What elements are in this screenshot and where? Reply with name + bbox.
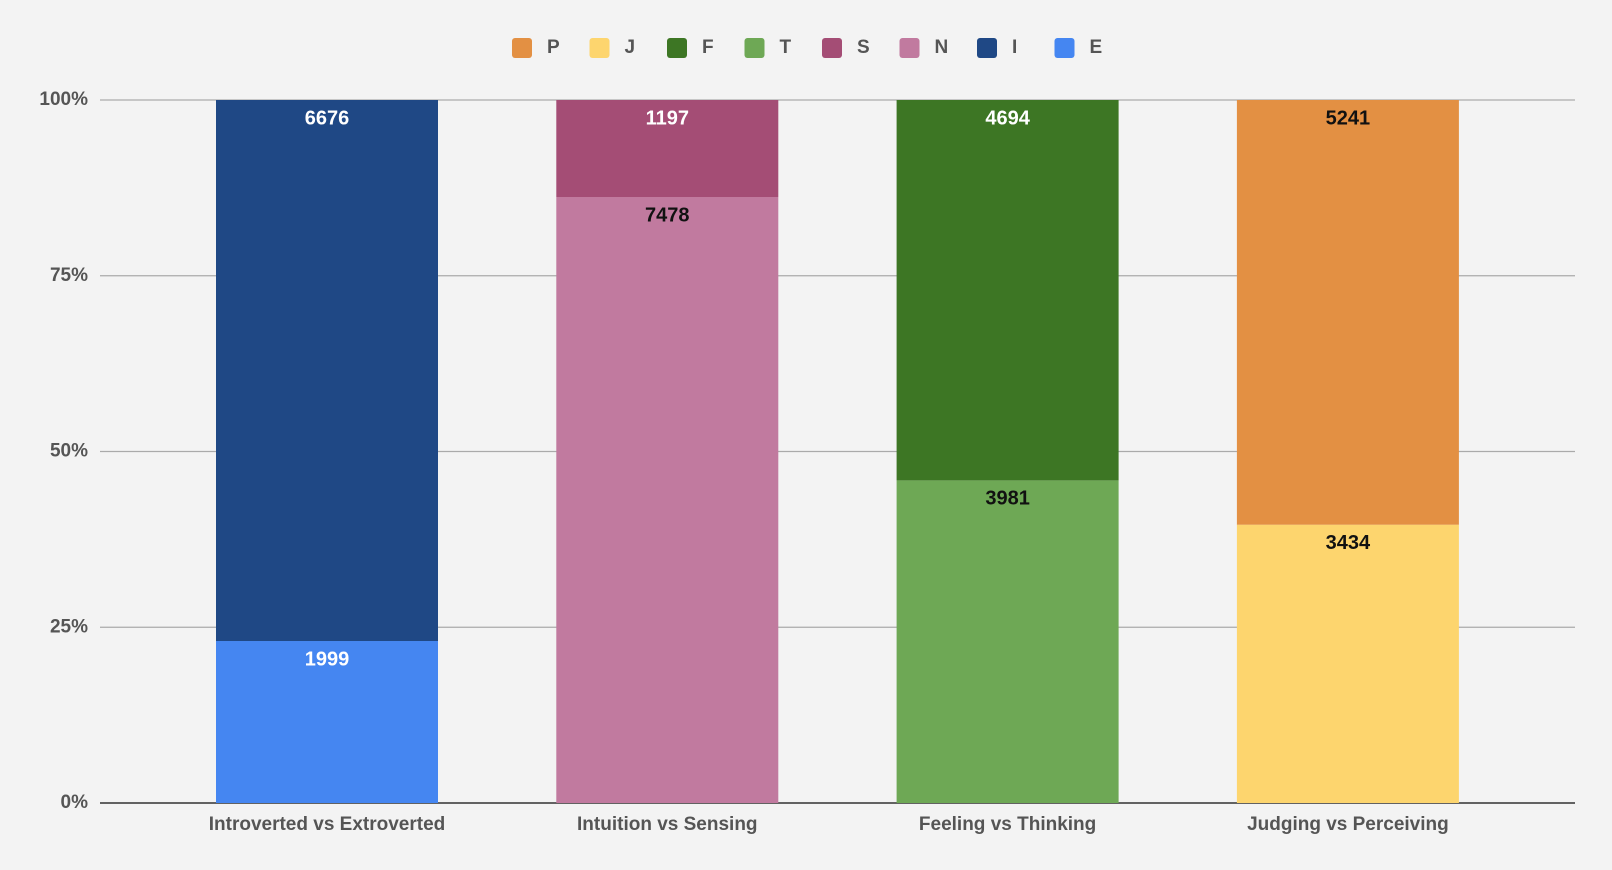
data-label: 5241	[1326, 107, 1371, 129]
legend-swatch	[1054, 38, 1075, 58]
y-tick-label: 100%	[39, 89, 88, 110]
legend-swatch	[589, 38, 610, 58]
data-label: 1197	[646, 107, 689, 129]
bar-segment	[896, 100, 1119, 481]
bar-segment	[1236, 100, 1459, 525]
legend-swatch	[744, 38, 765, 58]
x-tick-label: Judging vs Perceiving	[1247, 814, 1449, 835]
x-tick-label: Intuition vs Sensing	[577, 814, 758, 835]
legend-label: T	[780, 37, 792, 58]
bar-segment	[896, 480, 1119, 803]
y-tick-label: 75%	[50, 265, 88, 286]
data-label: 3434	[1326, 532, 1371, 554]
x-tick-label: Introverted vs Extroverted	[209, 814, 446, 835]
legend-swatch	[899, 38, 920, 58]
legend-label: N	[935, 37, 949, 58]
legend-swatch	[667, 38, 687, 58]
x-tick-label: Feeling vs Thinking	[919, 814, 1096, 835]
data-label: 3981	[985, 488, 1030, 510]
data-label: 6676	[305, 107, 350, 129]
legend-label: I	[1012, 37, 1017, 58]
legend-label: J	[625, 37, 636, 58]
data-label: 4694	[985, 107, 1030, 129]
data-label: 1999	[305, 648, 350, 670]
y-tick-label: 0%	[61, 792, 89, 813]
legend-swatch	[822, 38, 842, 58]
data-label: 7478	[645, 204, 690, 226]
y-tick-label: 50%	[50, 441, 88, 462]
legend-label: P	[547, 37, 560, 58]
bar-segment	[556, 100, 779, 198]
legend-swatch	[512, 38, 532, 58]
bar-segment	[216, 641, 438, 803]
legend-label: S	[857, 37, 870, 58]
bar-segment	[216, 100, 438, 642]
bar-segment	[556, 197, 779, 804]
legend-label: F	[702, 37, 714, 58]
bar-segment	[1236, 524, 1459, 803]
y-tick-label: 25%	[50, 616, 88, 637]
legend-label: E	[1090, 37, 1103, 58]
legend-swatch	[977, 38, 997, 58]
